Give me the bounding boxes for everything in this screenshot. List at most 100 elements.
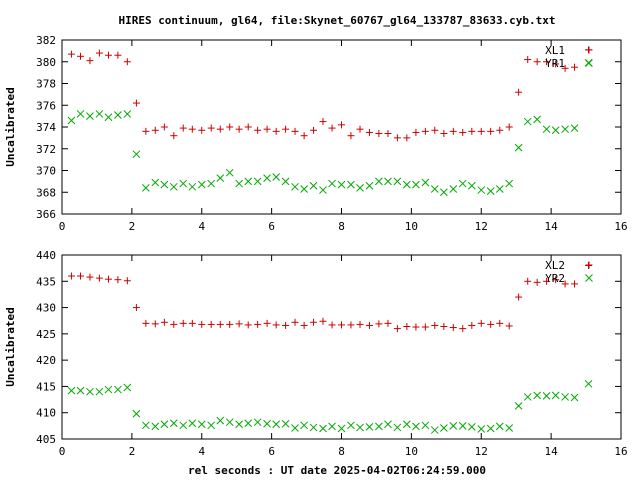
data-point [226,123,234,131]
data-point [254,320,262,328]
data-point [533,58,541,66]
data-point [402,420,411,429]
data-point [310,318,318,326]
data-point [375,422,383,431]
data-point [179,421,188,430]
y-tick-label: 410 [36,407,56,420]
y-tick-label: 382 [36,34,56,47]
data-point [104,113,113,122]
data-point [496,126,504,134]
bottom-panel: 0 2 4 6 8 10 12 14 16 405 410 415 420 425 430 435 440 Unc… [4,249,628,458]
data-point [207,320,215,328]
data-point [347,321,355,329]
data-point [393,325,401,333]
y-tick-label: 374 [36,121,56,134]
data-point [291,424,299,432]
data-point [486,424,495,433]
series-xl1 [67,46,593,142]
data-point [356,184,364,192]
data-point [514,143,523,152]
data-point [375,177,383,186]
data-point [179,319,187,327]
data-point [188,125,196,133]
data-point [216,125,224,133]
data-point [67,50,75,58]
data-point [104,275,112,283]
data-point [226,320,234,328]
data-point [440,188,448,197]
data-point [384,420,392,429]
data-point [421,127,429,135]
data-point [151,320,159,328]
data-point [430,426,439,434]
y-tick-label: 376 [36,99,56,112]
legend-marker [585,59,593,67]
data-point [440,130,448,138]
data-point [505,322,513,330]
data-point [319,317,327,325]
data-point [253,177,262,186]
data-point [132,409,141,418]
data-point [487,127,495,135]
data-point [272,321,280,329]
data-point [403,134,411,142]
data-point [207,179,216,188]
x-tick-label: 4 [198,445,205,458]
data-point [561,280,569,288]
x-tick-label: 8 [338,445,345,458]
data-point [170,132,178,140]
y-axis-label: Uncalibrated [4,87,17,166]
data-point [542,392,551,400]
data-point [188,319,196,327]
data-point [356,320,364,328]
data-point [86,273,94,281]
data-point [412,422,420,431]
data-point [272,420,281,429]
data-point [291,127,299,135]
data-point [543,277,551,285]
data-point [86,387,94,396]
data-point [459,128,467,136]
data-point [291,318,299,326]
data-point [337,424,346,433]
data-point [319,424,327,433]
data-point [244,321,252,329]
data-point [309,181,318,190]
data-point [310,126,318,134]
data-point [123,277,131,285]
data-point [495,422,504,431]
data-point [551,126,560,135]
data-point [375,130,383,138]
data-point [375,320,383,328]
x-tick-label: 0 [59,445,66,458]
series-xl2 [67,262,593,333]
data-point [151,126,159,134]
data-point [477,425,486,433]
data-point [160,420,169,429]
data-point [365,128,373,136]
data-point [132,304,140,312]
data-point [430,185,439,193]
data-point [216,174,225,182]
data-point [114,111,122,119]
data-point [123,110,132,118]
data-point [197,180,206,189]
data-point [365,423,374,431]
data-point [449,185,458,193]
y-tick-label: 435 [36,275,56,288]
data-point [356,125,364,133]
data-point [523,117,532,126]
data-point [421,178,430,187]
x-tick-label: 16 [614,220,627,233]
x-tick-label: 8 [338,220,345,233]
data-point [263,419,271,428]
data-point [104,51,112,59]
data-point [571,280,579,288]
data-point [533,278,541,286]
data-point [338,121,345,129]
data-point [319,186,327,194]
data-point [151,422,160,431]
data-point [384,177,392,186]
data-point [123,383,132,392]
legend-marker [585,261,593,269]
